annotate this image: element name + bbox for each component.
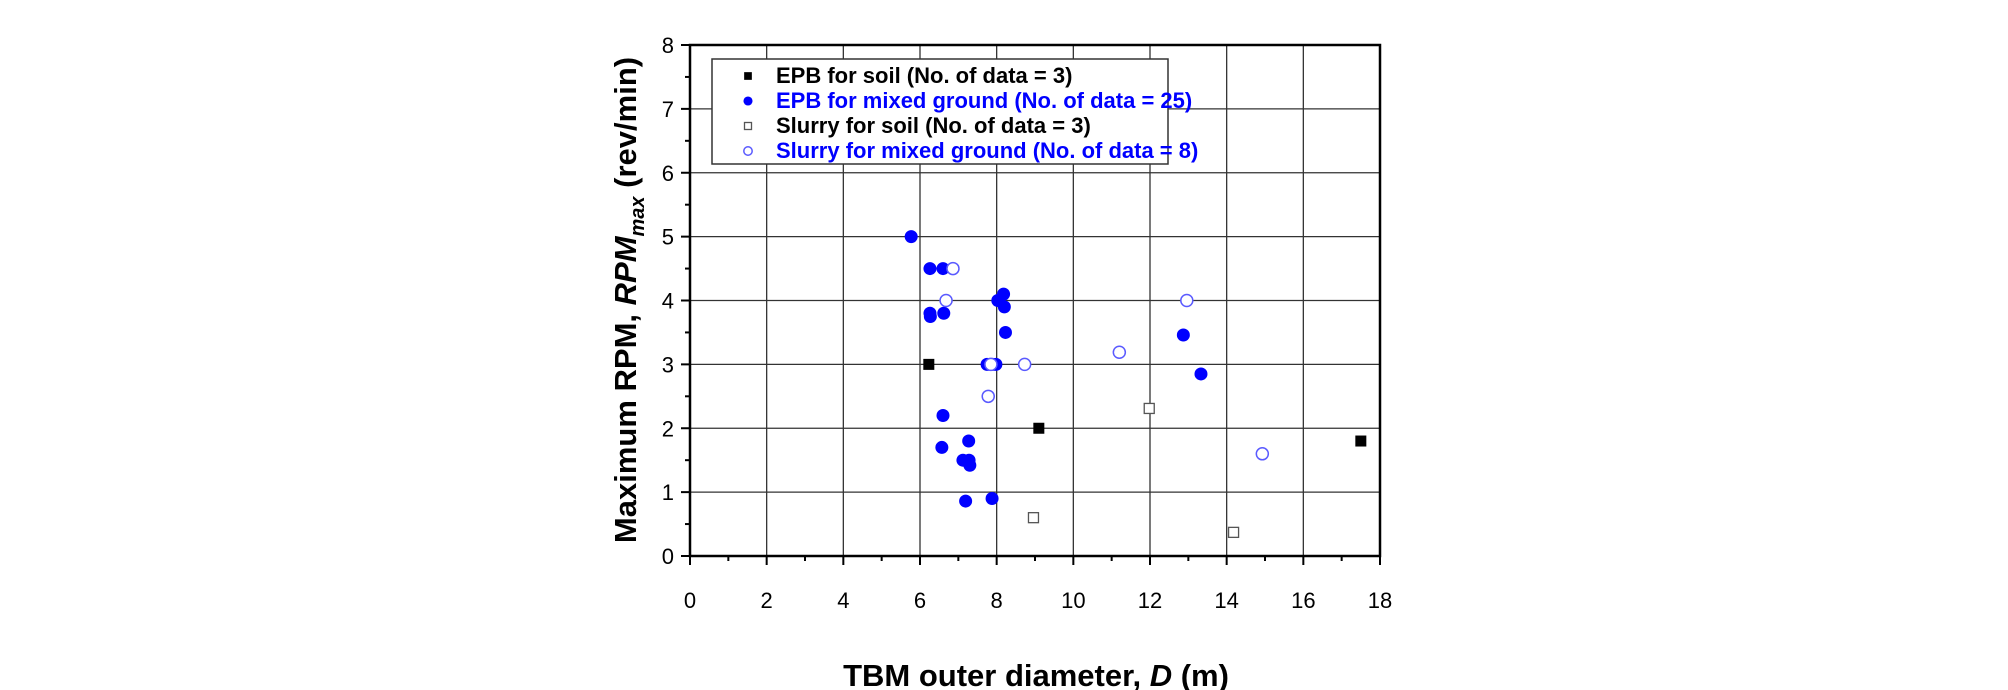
point-epb-mixed xyxy=(935,440,949,454)
y-tick-label: 1 xyxy=(662,480,674,505)
y-tick-label: 5 xyxy=(662,225,674,250)
point-epb-mixed xyxy=(962,434,976,448)
point-slurry-mixed xyxy=(1017,357,1032,372)
y-axis-title-prefix: Maximum RPM, xyxy=(608,305,643,543)
point-epb-mixed xyxy=(936,262,950,276)
point-slurry-mixed xyxy=(1112,345,1127,359)
legend: EPB for soil (No. of data = 3) EPB for m… xyxy=(711,58,1198,165)
x-axis-title-var: D xyxy=(1150,658,1172,690)
x-axis-title: TBM outer diameter, D (m) xyxy=(843,658,1229,690)
y-tick-label: 0 xyxy=(662,544,674,569)
y-tick-label: 3 xyxy=(662,352,674,377)
x-tick-label: 8 xyxy=(991,588,1003,613)
data-points xyxy=(904,230,1367,539)
y-axis-title-suffix: (rev/min) xyxy=(608,57,643,197)
point-epb-mixed xyxy=(923,309,937,323)
point-slurry-mixed xyxy=(939,293,953,308)
legend-marker-square-filled xyxy=(744,72,752,80)
x-tick-label: 18 xyxy=(1368,588,1392,613)
x-tick-label: 6 xyxy=(914,588,926,613)
y-axis-title-var: RPM xyxy=(608,235,643,305)
legend-box xyxy=(711,58,1169,165)
y-tick-label: 6 xyxy=(662,161,674,186)
point-slurry-mixed xyxy=(981,389,995,404)
legend-entry-slurry-mixed: Slurry for mixed ground (No. of data = 8… xyxy=(776,138,1198,163)
x-tick-label: 16 xyxy=(1291,588,1315,613)
point-slurry-soil xyxy=(1027,512,1040,524)
x-tick-label: 4 xyxy=(837,588,849,613)
point-slurry-mixed xyxy=(1255,447,1270,461)
point-epb-mixed xyxy=(998,325,1012,339)
x-tick-label: 10 xyxy=(1061,588,1085,613)
legend-marker-circle-open xyxy=(743,146,753,156)
point-epb-mixed xyxy=(959,494,973,508)
point-epb-mixed xyxy=(963,458,977,472)
legend-entry-epb-mixed: EPB for mixed ground (No. of data = 25) xyxy=(776,88,1192,113)
point-slurry-mixed xyxy=(1180,293,1194,308)
y-tick-label: 4 xyxy=(662,289,674,314)
point-epb-mixed xyxy=(985,492,999,506)
point-epb-mixed xyxy=(904,230,918,244)
legend-entry-slurry-soil: Slurry for soil (No. of data = 3) xyxy=(776,113,1091,138)
legend-entry-epb-soil: EPB for soil (No. of data = 3) xyxy=(776,63,1072,88)
legend-markers xyxy=(743,72,753,156)
x-tick-label: 0 xyxy=(684,588,696,613)
legend-marker-circle-filled xyxy=(743,96,753,106)
point-slurry-mixed xyxy=(946,261,960,276)
y-tick-label: 2 xyxy=(662,416,674,441)
point-slurry-soil xyxy=(1143,402,1155,415)
y-tick-label: 8 xyxy=(662,33,674,58)
x-tick-label: 2 xyxy=(761,588,773,613)
point-epb-soil xyxy=(1355,435,1367,447)
axes xyxy=(681,43,1382,565)
point-slurry-soil xyxy=(1227,526,1240,539)
point-epb-mixed xyxy=(1194,367,1208,381)
point-epb-soil xyxy=(1033,422,1045,434)
y-tick-label: 7 xyxy=(662,97,674,122)
point-epb-mixed xyxy=(923,262,937,276)
x-axis-title-suffix: (m) xyxy=(1172,658,1229,690)
point-epb-mixed xyxy=(937,306,951,320)
x-axis-title-prefix: TBM outer diameter, xyxy=(843,658,1150,690)
point-epb-mixed xyxy=(1176,328,1190,342)
point-epb-mixed xyxy=(997,300,1011,314)
x-tick-label: 12 xyxy=(1138,588,1162,613)
y-axis-title: Maximum RPM, RPMmax (rev/min) xyxy=(608,57,649,543)
legend-marker-square-open xyxy=(743,121,753,131)
x-tick-label: 14 xyxy=(1214,588,1238,613)
point-epb-soil xyxy=(923,358,935,370)
point-slurry-mixed xyxy=(984,357,998,372)
point-epb-mixed xyxy=(936,408,950,422)
y-axis-title-sub: max xyxy=(627,196,649,237)
